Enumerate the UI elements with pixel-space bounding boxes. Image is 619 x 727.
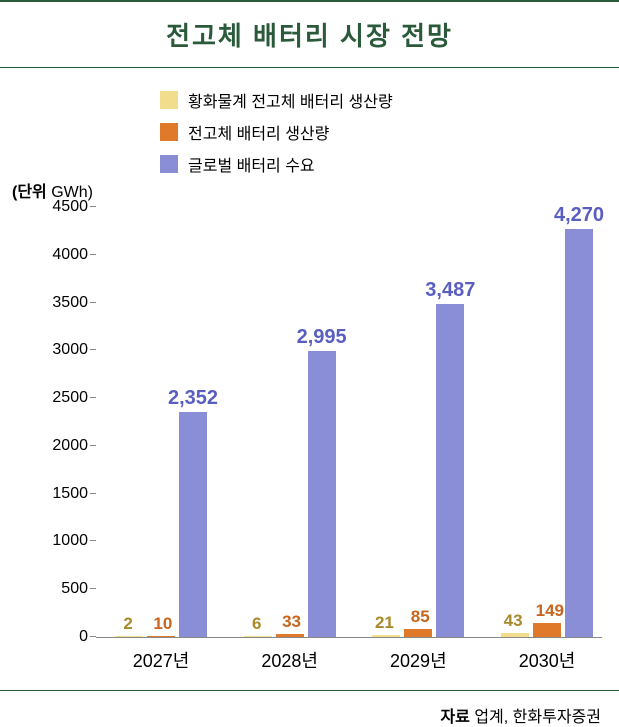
bar: 3,487 — [436, 304, 464, 637]
y-tick-mark — [90, 397, 96, 398]
x-category-label: 2030년 — [519, 647, 576, 673]
y-tick-label: 1000 — [52, 532, 96, 550]
bar-group: 21853,4872029년 — [363, 304, 473, 637]
y-tick-mark — [90, 254, 96, 255]
y-tick-label: 3500 — [52, 294, 96, 312]
y-tick-label: 500 — [61, 580, 96, 598]
y-tick-label: 0 — [79, 628, 96, 646]
y-tick-mark — [90, 445, 96, 446]
source-line: 자료 업계, 한화투자증권 — [0, 691, 619, 727]
bar: 85 — [404, 629, 432, 637]
bar-value-label: 21 — [375, 613, 394, 633]
bar: 21 — [372, 635, 400, 637]
bar-value-label: 2 — [123, 614, 132, 634]
legend-label: 전고체 배터리 생산량 — [188, 120, 329, 144]
bar-group: 2102,3522027년 — [106, 412, 216, 637]
x-category-label: 2029년 — [390, 647, 447, 673]
unit-prefix: (단위 — [12, 184, 47, 201]
legend-item: 황화물계 전고체 배터리 생산량 — [160, 88, 393, 112]
bar-group: 431494,2702030년 — [492, 229, 602, 637]
bar: 10 — [147, 636, 175, 637]
bar-value-label: 149 — [536, 601, 564, 621]
bar-value-label: 43 — [504, 611, 523, 631]
bar-group: 6332,9952028년 — [235, 351, 345, 637]
legend: 황화물계 전고체 배터리 생산량전고체 배터리 생산량글로벌 배터리 수요 — [160, 88, 393, 184]
chart-title: 전고체 배터리 시장 전망 — [0, 16, 619, 53]
bar: 33 — [276, 634, 304, 637]
source-label: 자료 — [440, 709, 469, 726]
bar-value-label: 2,995 — [297, 326, 347, 349]
y-tick-mark — [90, 349, 96, 350]
legend-item: 글로벌 배터리 수요 — [160, 152, 393, 176]
x-category-label: 2028년 — [261, 647, 318, 673]
y-tick-label: 2500 — [52, 389, 96, 407]
y-tick-mark — [90, 493, 96, 494]
y-tick-label: 4000 — [52, 246, 96, 264]
bar-value-label: 33 — [282, 612, 301, 632]
bar-value-label: 85 — [411, 607, 430, 627]
bar: 4,270 — [565, 229, 593, 637]
y-tick-mark — [90, 588, 96, 589]
y-tick-mark — [90, 540, 96, 541]
bar-value-label: 3,487 — [425, 279, 475, 302]
source-value: 업계, 한화투자증권 — [470, 709, 601, 726]
bar: 6 — [244, 636, 272, 637]
legend-item: 전고체 배터리 생산량 — [160, 120, 393, 144]
y-tick-label: 3000 — [52, 341, 96, 359]
x-category-label: 2027년 — [133, 647, 190, 673]
plot: 0500100015002000250030003500400045002102… — [96, 208, 602, 638]
y-tick-label: 2000 — [52, 437, 96, 455]
y-tick-mark — [90, 302, 96, 303]
bar-value-label: 2,352 — [168, 387, 218, 410]
bar: 43 — [501, 633, 529, 637]
bar: 2,352 — [179, 412, 207, 637]
y-tick-mark — [90, 636, 96, 637]
y-tick-label: 1500 — [52, 485, 96, 503]
legend-swatch — [160, 91, 178, 109]
bar-value-label: 6 — [252, 614, 261, 634]
legend-swatch — [160, 155, 178, 173]
bar-value-label: 10 — [153, 614, 172, 634]
bar: 149 — [533, 623, 561, 637]
legend-swatch — [160, 123, 178, 141]
title-bar: 전고체 배터리 시장 전망 — [0, 0, 619, 68]
bar: 2,995 — [308, 351, 336, 637]
chart-area: (단위 GWh) 황화물계 전고체 배터리 생산량전고체 배터리 생산량글로벌 … — [0, 68, 619, 638]
legend-label: 황화물계 전고체 배터리 생산량 — [188, 88, 393, 112]
legend-label: 글로벌 배터리 수요 — [188, 152, 315, 176]
bar-value-label: 4,270 — [554, 204, 604, 227]
y-tick-mark — [90, 206, 96, 207]
bar: 2 — [115, 636, 143, 637]
y-tick-label: 4500 — [52, 198, 96, 216]
